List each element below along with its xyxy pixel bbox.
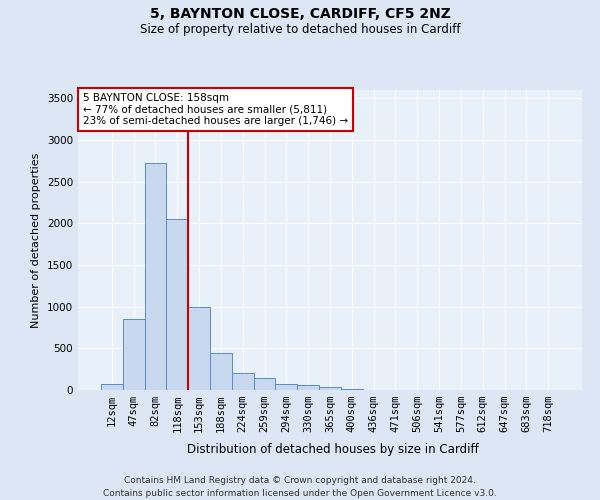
Bar xyxy=(210,352,232,390)
Bar xyxy=(341,389,363,390)
Bar xyxy=(166,219,188,390)
Bar xyxy=(275,384,297,390)
Text: Contains HM Land Registry data © Crown copyright and database right 2024.: Contains HM Land Registry data © Crown c… xyxy=(124,476,476,485)
Text: 5 BAYNTON CLOSE: 158sqm
← 77% of detached houses are smaller (5,811)
23% of semi: 5 BAYNTON CLOSE: 158sqm ← 77% of detache… xyxy=(83,93,348,126)
Bar xyxy=(188,306,210,390)
Bar xyxy=(232,372,254,390)
Bar xyxy=(145,164,166,390)
Text: Size of property relative to detached houses in Cardiff: Size of property relative to detached ho… xyxy=(140,22,460,36)
Y-axis label: Number of detached properties: Number of detached properties xyxy=(31,152,41,328)
Bar xyxy=(101,384,123,390)
Bar xyxy=(123,319,145,390)
Bar xyxy=(297,385,319,390)
Bar xyxy=(319,387,341,390)
Bar xyxy=(254,378,275,390)
Text: 5, BAYNTON CLOSE, CARDIFF, CF5 2NZ: 5, BAYNTON CLOSE, CARDIFF, CF5 2NZ xyxy=(149,8,451,22)
Text: Contains public sector information licensed under the Open Government Licence v3: Contains public sector information licen… xyxy=(103,489,497,498)
Text: Distribution of detached houses by size in Cardiff: Distribution of detached houses by size … xyxy=(187,442,479,456)
